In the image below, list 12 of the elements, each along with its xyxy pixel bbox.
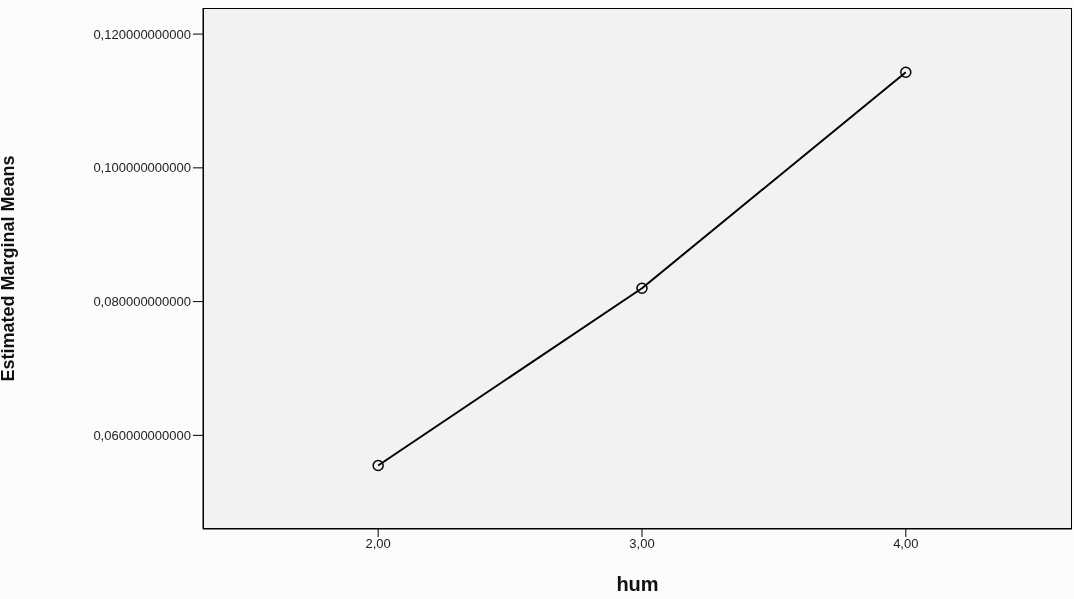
x-tick-label: 2,00 <box>365 536 391 552</box>
y-tick-label: 0,060000000000 <box>93 427 191 443</box>
y-tick-label: 0,100000000000 <box>93 160 191 176</box>
x-tick-label: 3,00 <box>629 536 655 552</box>
y-tick-label: 0,120000000000 <box>93 26 191 42</box>
point <box>900 66 912 78</box>
point <box>372 459 384 472</box>
x-axis-title: hum <box>616 573 659 595</box>
x-tick-label: 4,00 <box>893 536 919 552</box>
y-axis-title: Estimated Marginal Means <box>0 155 19 382</box>
y-tick-label: 0,080000000000 <box>93 294 191 310</box>
point <box>636 282 648 294</box>
